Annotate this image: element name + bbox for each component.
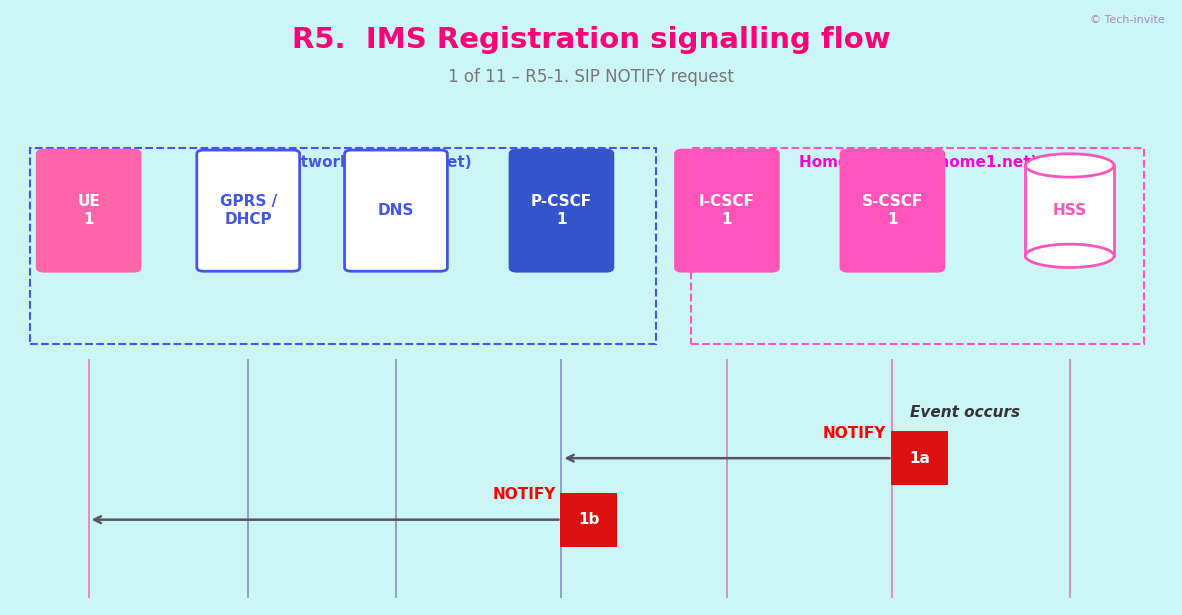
FancyBboxPatch shape [676, 150, 778, 271]
Text: R5.  IMS Registration signalling flow: R5. IMS Registration signalling flow [292, 26, 890, 54]
Text: HSS: HSS [1053, 203, 1086, 218]
Text: Home Network (home1.net): Home Network (home1.net) [799, 156, 1037, 170]
Text: DNS: DNS [378, 203, 414, 218]
FancyBboxPatch shape [560, 493, 617, 547]
FancyBboxPatch shape [345, 150, 448, 271]
Text: NOTIFY: NOTIFY [492, 488, 556, 502]
FancyBboxPatch shape [511, 150, 612, 271]
FancyBboxPatch shape [842, 150, 943, 271]
Text: S-CSCF
1: S-CSCF 1 [862, 194, 923, 227]
Text: I-CSCF
1: I-CSCF 1 [699, 194, 755, 227]
Bar [1025, 165, 1113, 256]
Text: 1 of 11 – R5-1. SIP NOTIFY request: 1 of 11 – R5-1. SIP NOTIFY request [448, 68, 734, 86]
FancyBboxPatch shape [37, 150, 141, 271]
Text: 1b: 1b [578, 512, 599, 527]
FancyBboxPatch shape [891, 431, 948, 485]
Text: Visited Network (visited1.net): Visited Network (visited1.net) [214, 156, 472, 170]
Text: P-CSCF
1: P-CSCF 1 [531, 194, 592, 227]
Text: UE
1: UE 1 [77, 194, 100, 227]
Text: NOTIFY: NOTIFY [823, 426, 886, 441]
Text: GPRS /
DHCP: GPRS / DHCP [220, 194, 277, 227]
Text: Event occurs: Event occurs [910, 405, 1020, 419]
Ellipse shape [1025, 154, 1113, 177]
Text: 1a: 1a [909, 451, 930, 466]
Text: © Tech-invite: © Tech-invite [1090, 15, 1164, 25]
FancyBboxPatch shape [196, 150, 299, 271]
Ellipse shape [1025, 244, 1113, 268]
